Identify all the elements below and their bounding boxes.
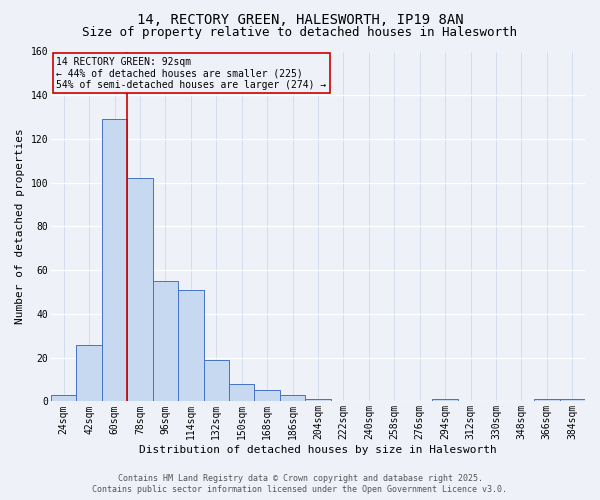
Bar — [127, 178, 152, 402]
X-axis label: Distribution of detached houses by size in Halesworth: Distribution of detached houses by size … — [139, 445, 497, 455]
Text: 14, RECTORY GREEN, HALESWORTH, IP19 8AN: 14, RECTORY GREEN, HALESWORTH, IP19 8AN — [137, 12, 463, 26]
Bar — [51, 395, 76, 402]
Bar — [178, 290, 203, 402]
Text: Size of property relative to detached houses in Halesworth: Size of property relative to detached ho… — [83, 26, 517, 39]
Bar — [76, 344, 102, 402]
Bar — [203, 360, 229, 402]
Bar — [280, 395, 305, 402]
Text: Contains HM Land Registry data © Crown copyright and database right 2025.
Contai: Contains HM Land Registry data © Crown c… — [92, 474, 508, 494]
Y-axis label: Number of detached properties: Number of detached properties — [15, 128, 25, 324]
Bar — [229, 384, 254, 402]
Bar — [433, 399, 458, 402]
Bar — [254, 390, 280, 402]
Bar — [534, 399, 560, 402]
Bar — [560, 399, 585, 402]
Bar — [305, 399, 331, 402]
Bar — [152, 281, 178, 402]
Bar — [102, 120, 127, 402]
Text: 14 RECTORY GREEN: 92sqm
← 44% of detached houses are smaller (225)
54% of semi-d: 14 RECTORY GREEN: 92sqm ← 44% of detache… — [56, 56, 326, 90]
